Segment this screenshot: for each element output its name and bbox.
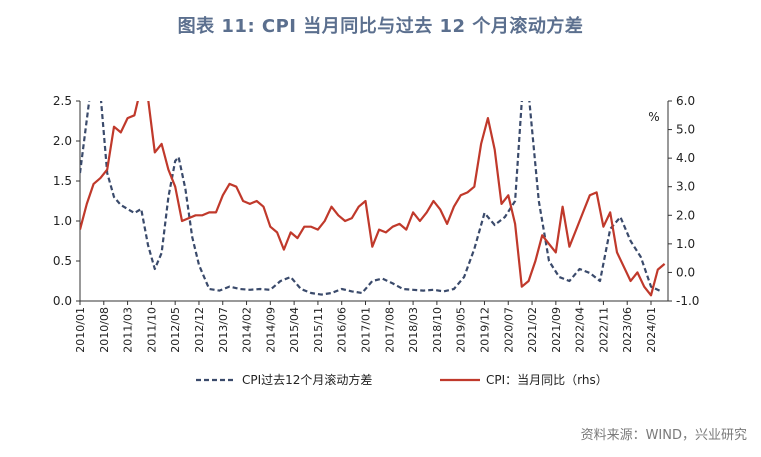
x-tick-label: 2019/12	[478, 307, 491, 353]
left-tick-label: 1.5	[53, 174, 72, 188]
x-tick-label: 2023/06	[621, 307, 634, 353]
x-tick-label: 2012/05	[169, 307, 182, 353]
x-tick-label: 2011/10	[145, 307, 158, 353]
right-tick-label: 0.0	[676, 265, 695, 279]
right-tick-label: 6.0	[676, 94, 695, 108]
right-tick-label: 3.0	[676, 180, 695, 194]
x-tick-label: 2022/04	[574, 307, 587, 353]
left-tick-label: 2.5	[53, 94, 72, 108]
x-tick-label: 2010/08	[98, 307, 111, 353]
legend: CPI过去12个月滚动方差 CPI：当月同比（rhs）	[196, 372, 608, 387]
x-tick-label: 2018/03	[407, 307, 420, 353]
legend-variance-label: CPI过去12个月滚动方差	[242, 372, 372, 387]
series-layer	[80, 101, 666, 297]
x-tick-label: 2022/11	[597, 307, 610, 353]
x-tick-label: 2020/07	[502, 307, 515, 353]
right-tick-label: 5.0	[676, 123, 695, 137]
right-tick-label: -1.0	[676, 294, 699, 308]
x-tick-label: 2017/08	[383, 307, 396, 353]
right-tick-label: 4.0	[676, 151, 695, 165]
right-tick-label: 1.0	[676, 237, 695, 251]
axes: 0.0 0.5 1.0 1.5 2.0 2.5 -1.0 0.0 1.0 2.0 3.0 4.0 5.0…	[53, 94, 700, 353]
x-tick-label: 2012/12	[193, 307, 206, 353]
x-tick-label: 2013/07	[217, 307, 230, 353]
x-tick-label: 2016/06	[336, 307, 349, 353]
x-tick-label: 2018/10	[431, 307, 444, 353]
x-tick-label: 2019/05	[455, 307, 468, 353]
source-note: 资料来源：WIND，兴业研究	[580, 428, 747, 443]
left-tick-label: 2.0	[53, 134, 72, 148]
chart-title: 图表 11: CPI 当月同比与过去 12 个月滚动方差	[177, 16, 584, 37]
legend-cpi-label: CPI：当月同比（rhs）	[486, 373, 608, 387]
right-tick-label: 2.0	[676, 208, 695, 222]
cpi-series-line	[80, 101, 666, 297]
x-tick-label: 2010/01	[74, 307, 87, 353]
left-tick-label: 0.0	[53, 294, 72, 308]
left-tick-label: 1.0	[53, 214, 72, 228]
x-tick-label: 2024/01	[645, 307, 658, 353]
x-tick-label: 2021/02	[526, 307, 539, 353]
left-tick-label: 0.5	[53, 254, 72, 268]
x-tick-label: 2017/01	[360, 307, 373, 353]
x-tick-label: 2014/09	[264, 307, 277, 353]
x-tick-label: 2015/04	[288, 307, 301, 353]
right-axis-unit: %	[648, 110, 659, 124]
x-tick-label: 2011/03	[122, 307, 135, 353]
x-tick-label: 2014/02	[241, 307, 254, 353]
variance-series-line	[80, 101, 662, 296]
x-tick-label: 2021/09	[550, 307, 563, 353]
x-tick-label: 2015/11	[312, 307, 325, 353]
